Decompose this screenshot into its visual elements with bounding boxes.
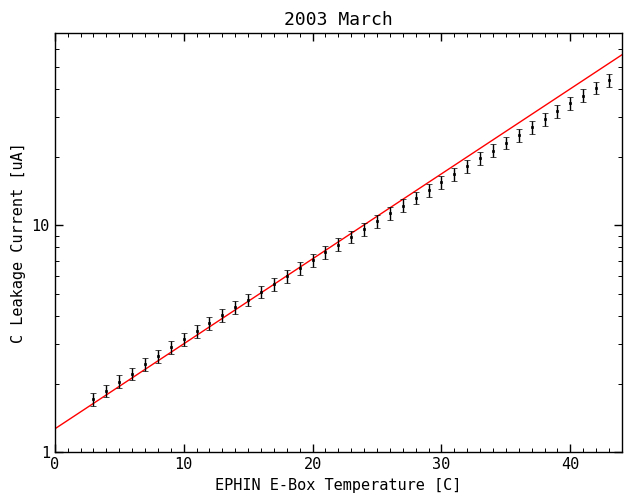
Title: 2003 March: 2003 March <box>284 11 392 29</box>
X-axis label: EPHIN E-Box Temperature [C]: EPHIN E-Box Temperature [C] <box>215 478 461 493</box>
Y-axis label: C Leakage Current [uA]: C Leakage Current [uA] <box>11 143 26 343</box>
